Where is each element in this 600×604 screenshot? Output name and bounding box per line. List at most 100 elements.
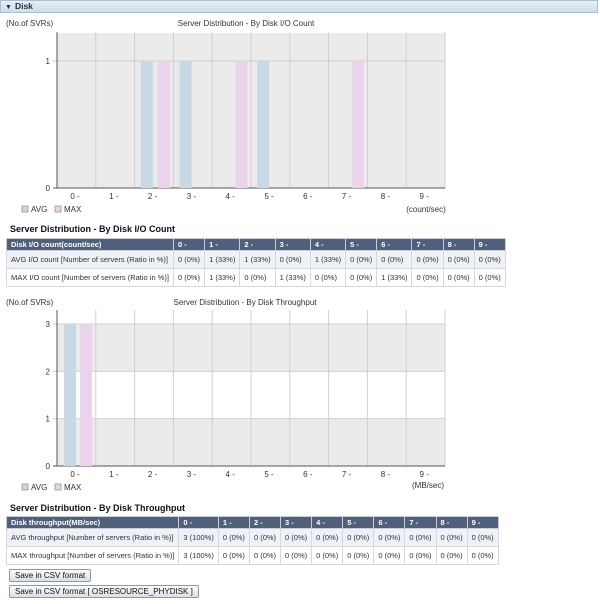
table-row: AVG throughput [Number of servers (Ratio… [5, 528, 499, 547]
io-count-chart: (No.of SVRs) Server Distribution - By Di… [0, 14, 600, 216]
tp-chart-title: Server Distribution - By Disk Throughput [173, 298, 317, 307]
throughput-table: Disk throughput(MB/sec) 0 -1 -2 -3 -4 -5 … [5, 516, 499, 565]
io-table-cell: 0 (0%) [309, 268, 347, 287]
io-table-cell: 0 (0%) [473, 250, 506, 269]
tp-table-cell: 0 (0%) [466, 546, 499, 565]
io-table-header-bucket: 0 - [172, 238, 206, 251]
tp-table-cell: 0 (0%) [404, 528, 437, 547]
tp-y-tick-label: 2 [46, 367, 51, 376]
tp-table-header-bucket: 0 - [178, 516, 219, 529]
tp-table-row-label: AVG throughput [Number of servers (Ratio… [5, 528, 180, 547]
disk-panel-header[interactable]: ▼ Disk [0, 0, 598, 13]
io-legend-swatch-avg [21, 205, 29, 213]
save-csv-phydisk-button[interactable]: Save in CSV format [ OSRESOURCE_PHYDISK … [9, 585, 199, 598]
io-table-title: Server Distribution - By Disk I/O Count [10, 224, 176, 234]
tp-legend-swatch-max [54, 483, 62, 491]
tp-legend-swatch-avg [21, 483, 29, 491]
io-bar-max [157, 61, 170, 188]
tp-table-title: Server Distribution - By Disk Throughput [10, 503, 186, 513]
io-bar-avg [140, 61, 153, 188]
io-bar-avg [257, 61, 270, 188]
io-table-cell: 0 (0%) [172, 268, 206, 287]
tp-table-header-bucket: 4 - [311, 516, 344, 529]
tp-bar-max [80, 324, 92, 466]
io-table-cell: 0 (0%) [376, 250, 413, 269]
io-table-cell: 0 (0%) [442, 250, 475, 269]
io-table-cell: 1 (33%) [274, 268, 311, 287]
io-table-cell: 1 (33%) [204, 250, 241, 269]
tp-table-cell: 0 (0%) [342, 546, 375, 565]
io-table-header-bucket: 1 - [204, 238, 241, 251]
io-table-cell: 1 (33%) [309, 250, 347, 269]
tp-table-cell: 0 (0%) [280, 528, 313, 547]
io-legend-swatch-max [54, 205, 62, 213]
io-bar-max [351, 61, 364, 188]
io-table-cell: 0 (0%) [345, 250, 378, 269]
tp-x-tick-label: 8 - [381, 470, 391, 479]
io-table-header-bucket: 2 - [239, 238, 276, 251]
io-table-cell: 0 (0%) [172, 250, 206, 269]
tp-table-cell: 0 (0%) [342, 528, 375, 547]
tp-table-header-bucket: 2 - [248, 516, 282, 529]
tp-table-cell: 0 (0%) [217, 528, 250, 547]
tp-table-cell: 0 (0%) [280, 546, 313, 565]
io-table-header-bucket: 5 - [345, 238, 378, 251]
tp-legend-label-avg: AVG [31, 483, 47, 492]
tp-x-tick-label: 4 - [226, 470, 236, 479]
collapse-triangle-icon[interactable]: ▼ [5, 4, 12, 11]
tp-table-cell: 0 (0%) [311, 528, 344, 547]
io-chart-title: Server Distribution - By Disk I/O Count [178, 19, 315, 28]
io-x-tick-label: 5 - [264, 192, 274, 201]
io-x-tick-label: 7 - [342, 192, 352, 201]
tp-table-cell: 0 (0%) [435, 528, 468, 547]
tp-table-cell: 3 (100%) [178, 528, 219, 547]
io-table-cell: 0 (0%) [345, 268, 378, 287]
panel-title: Disk [14, 1, 33, 11]
tp-x-tick-label: 7 - [342, 470, 352, 479]
tp-x-tick-label: 5 - [264, 470, 274, 479]
tp-chart-xunit: (MB/sec) [412, 481, 444, 490]
tp-x-tick-label: 9 - [420, 470, 430, 479]
io-table-cell: 0 (0%) [239, 268, 276, 287]
io-x-tick-label: 1 - [109, 192, 119, 201]
io-table-header-bucket: 7 - [411, 238, 444, 251]
io-y-tick-label: 1 [46, 57, 51, 66]
io-count-chart-svg: (No.of SVRs) Server Distribution - By Di… [6, 19, 446, 214]
tp-y-tick-label: 0 [46, 462, 51, 471]
io-y-tick-label: 0 [46, 184, 51, 193]
io-table-cell: 0 (0%) [411, 268, 444, 287]
tp-table-cell: 0 (0%) [217, 546, 250, 565]
tp-x-tick-label: 0 - [70, 470, 80, 479]
tp-y-tick-label: 1 [46, 415, 51, 424]
io-table-cell: 0 (0%) [274, 250, 311, 269]
table-row: MAX I/O count [Number of servers (Ratio … [6, 268, 506, 287]
io-x-tick-label: 2 - [148, 192, 158, 201]
tp-table-cell: 3 (100%) [178, 546, 219, 565]
io-legend-label-max: MAX [64, 205, 82, 214]
io-x-tick-label: 3 - [187, 192, 197, 201]
io-table-cell: 0 (0%) [442, 268, 475, 287]
tp-bar-avg [64, 324, 76, 466]
io-count-table: Disk I/O count(count/sec) 0 -1 -2 -3 -4 -… [6, 238, 506, 287]
save-csv-button[interactable]: Save in CSV format [9, 569, 92, 582]
io-table-cell: 1 (33%) [204, 268, 241, 287]
io-x-tick-label: 8 - [381, 192, 391, 201]
tp-table-header-bucket: 6 - [373, 516, 406, 529]
io-x-tick-label: 4 - [226, 192, 236, 201]
tp-table-header-bucket: 7 - [404, 516, 437, 529]
tp-x-tick-label: 6 - [303, 470, 313, 479]
tp-table-header-bucket: 3 - [280, 516, 313, 529]
tp-chart-ylabel: (No.of SVRs) [6, 298, 53, 307]
tp-table-cell: 0 (0%) [248, 546, 282, 565]
tp-table-header-metric: Disk throughput(MB/sec) [5, 516, 180, 529]
throughput-chart: (No.of SVRs) Server Distribution - By Di… [0, 292, 600, 494]
io-chart-ylabel: (No.of SVRs) [6, 19, 53, 28]
io-x-tick-label: 9 - [420, 192, 430, 201]
table-row: MAX throughput [Number of servers (Ratio… [5, 546, 499, 565]
tp-table-header-bucket: 1 - [217, 516, 250, 529]
io-table-header-bucket: 6 - [376, 238, 413, 251]
io-table-header-metric: Disk I/O count(count/sec) [6, 238, 174, 251]
io-table-cell: 0 (0%) [473, 268, 506, 287]
tp-x-tick-label: 2 - [148, 470, 158, 479]
tp-table-header-bucket: 8 - [435, 516, 468, 529]
